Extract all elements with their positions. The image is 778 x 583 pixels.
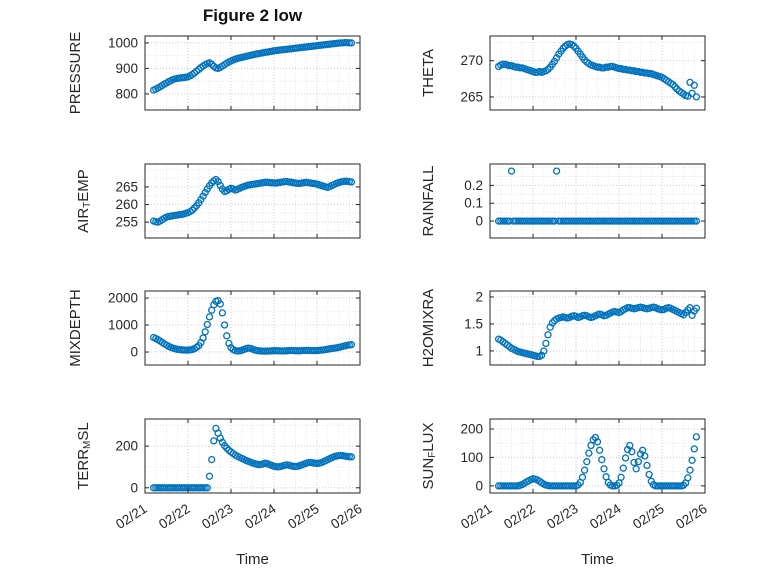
ylabel-text: EMP	[74, 169, 92, 202]
y-tick-labels: 11.52	[464, 289, 483, 358]
xlabel-time-left: Time	[236, 551, 269, 568]
svg-text:02/23: 02/23	[544, 501, 581, 532]
tick-marks	[144, 164, 361, 238]
svg-text:200: 200	[460, 421, 483, 436]
svg-text:270: 270	[460, 53, 483, 68]
y-tick-labels: 0 1000 2000	[108, 291, 138, 360]
ylabel-text: TERR	[74, 448, 92, 490]
axes-box	[489, 35, 706, 111]
svg-text:02/24: 02/24	[242, 501, 279, 532]
tick-marks	[489, 419, 706, 493]
svg-text:1.5: 1.5	[464, 316, 483, 331]
svg-text:0: 0	[130, 480, 138, 495]
svg-text:02/24: 02/24	[587, 501, 624, 532]
svg-text:02/22: 02/22	[156, 501, 193, 532]
ylabel-text: THETA	[419, 48, 437, 98]
axes-box	[489, 418, 706, 494]
ylabel-text: LUX	[419, 422, 437, 452]
tick-marks	[144, 291, 361, 365]
svg-text:02/23: 02/23	[199, 501, 236, 532]
svg-text:2000: 2000	[108, 291, 138, 306]
subplot-pressure: 800 900 1000	[108, 35, 361, 111]
ylabel-sun-flux: SUN F LUX	[417, 356, 439, 556]
svg-text:0.1: 0.1	[464, 196, 483, 211]
svg-text:02/25: 02/25	[285, 501, 322, 532]
axes-box	[144, 163, 361, 239]
svg-text:2: 2	[475, 289, 483, 304]
tick-marks	[489, 291, 706, 365]
subplot-sun-flux: 0 100 200 02/21 02/22 02/23 02/24 02/25 02/26	[458, 418, 710, 532]
subplot-mixdepth: 0 1000 2000	[108, 290, 361, 366]
data-markers	[149, 175, 356, 226]
svg-text:265: 265	[460, 89, 483, 104]
svg-text:100: 100	[460, 450, 483, 465]
y-tick-labels: 265 270	[460, 53, 483, 104]
data-markers	[149, 297, 356, 355]
svg-text:1000: 1000	[108, 318, 138, 333]
y-tick-labels: 0 0.1 0.2	[464, 178, 483, 229]
svg-text:1: 1	[475, 343, 483, 358]
x-tick-labels: 02/21 02/22 02/23 02/24 02/25 02/26	[113, 501, 365, 532]
data-markers	[494, 303, 701, 361]
svg-text:02/21: 02/21	[458, 501, 495, 532]
svg-text:260: 260	[115, 197, 138, 212]
grid	[489, 36, 706, 110]
data-markers	[494, 40, 701, 101]
subplot-rainfall: 0 0.1 0.2	[464, 163, 706, 239]
ylabel-text: RAINFALL	[419, 165, 437, 237]
grid	[489, 164, 706, 238]
data-markers	[149, 38, 356, 94]
ylabel-subscript: M	[81, 440, 93, 449]
grid	[144, 164, 361, 238]
svg-text:255: 255	[115, 215, 138, 230]
data-markers	[494, 167, 701, 225]
svg-text:0: 0	[475, 478, 483, 493]
subplot-terr-msl: 0 200 02/21 02/22 02/23 02/24 02/25 02/26	[113, 418, 365, 532]
svg-text:800: 800	[115, 86, 138, 101]
tick-marks	[144, 419, 361, 493]
svg-text:200: 200	[115, 439, 138, 454]
data-markers	[149, 424, 356, 492]
subplot-air-temp: 255 260 265	[115, 163, 361, 239]
data-markers	[494, 433, 701, 490]
ylabel-text: SUN	[419, 457, 437, 490]
svg-text:0.2: 0.2	[464, 178, 483, 193]
subplot-h2omixra: 11.52	[464, 289, 706, 366]
axes-box	[144, 35, 361, 111]
y-tick-labels: 255 260 265	[115, 179, 138, 229]
svg-text:02/26: 02/26	[673, 501, 710, 532]
axes-box	[144, 290, 361, 366]
svg-text:0: 0	[475, 214, 483, 229]
axes-box	[489, 163, 706, 239]
y-tick-labels: 800 900 1000	[108, 35, 138, 101]
svg-text:1000: 1000	[108, 35, 138, 50]
svg-text:02/21: 02/21	[113, 501, 150, 532]
grid	[144, 291, 361, 365]
ylabel-text: SL	[74, 422, 92, 441]
tick-marks	[144, 36, 361, 110]
svg-text:02/26: 02/26	[328, 501, 365, 532]
subplot-theta: 265 270	[460, 35, 706, 111]
y-tick-labels: 0 200	[115, 439, 138, 496]
tick-marks	[489, 36, 706, 110]
x-tick-labels: 02/21 02/22 02/23 02/24 02/25 02/26	[458, 501, 710, 532]
ylabel-terr-msl: TERR M SL	[72, 356, 94, 556]
svg-text:02/22: 02/22	[501, 501, 538, 532]
figure-title: Figure 2 low	[202, 6, 303, 25]
tick-marks	[489, 164, 706, 238]
ylabel-subscript: T	[81, 201, 93, 208]
svg-text:900: 900	[115, 61, 138, 76]
xlabel-time-right: Time	[581, 551, 614, 568]
y-tick-labels: 0 100 200	[460, 421, 483, 493]
ylabel-subscript: F	[426, 451, 438, 458]
svg-text:0: 0	[130, 345, 138, 360]
axes-box	[489, 290, 706, 366]
axes-box	[144, 418, 361, 494]
svg-text:265: 265	[115, 179, 138, 194]
svg-text:02/25: 02/25	[630, 501, 667, 532]
